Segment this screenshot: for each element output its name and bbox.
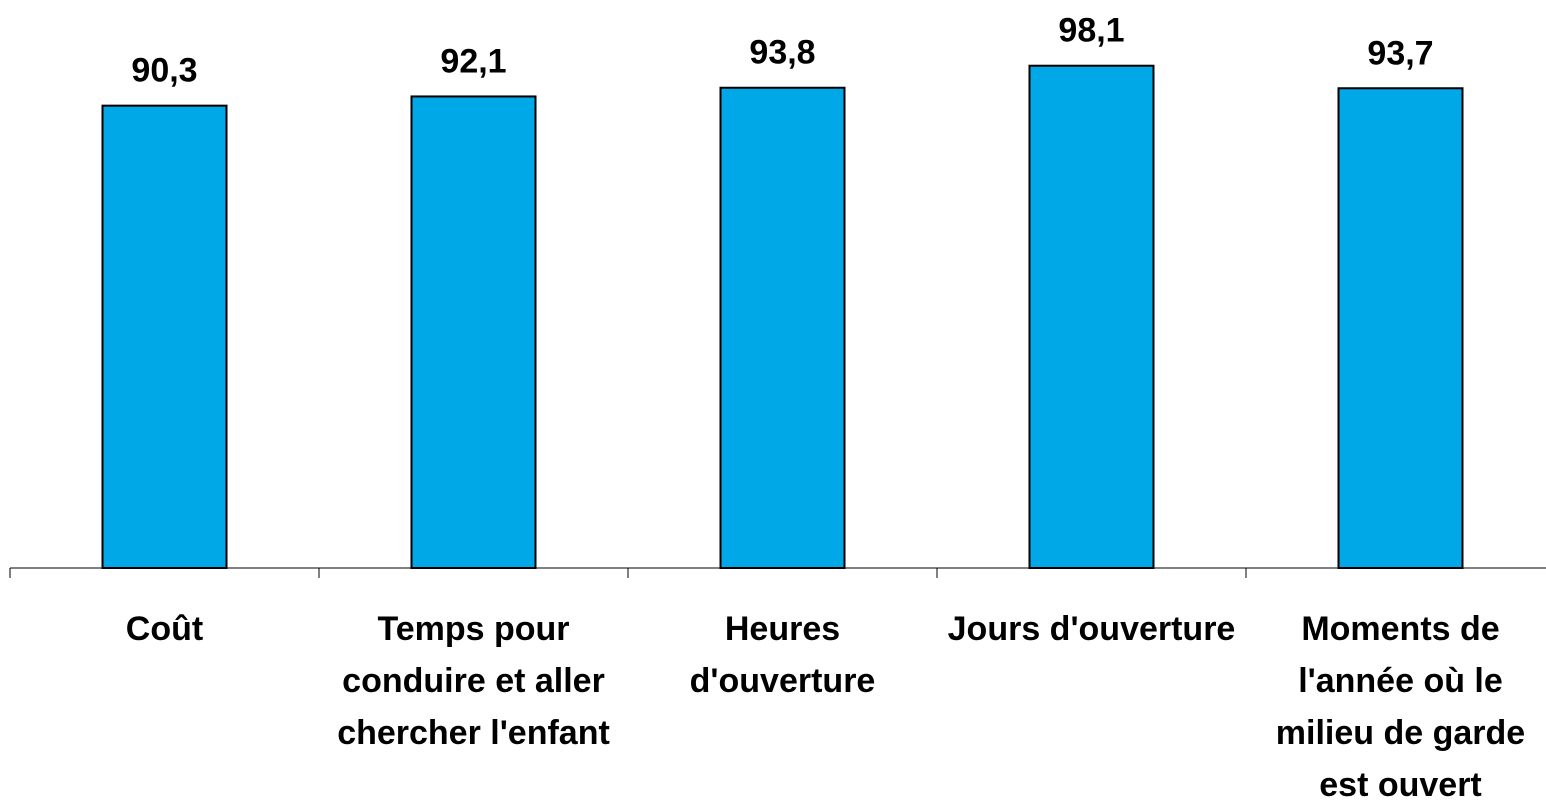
bar bbox=[101, 104, 228, 569]
value-label: 90,3 bbox=[131, 52, 197, 90]
bar bbox=[1028, 64, 1155, 569]
value-label: 92,1 bbox=[440, 42, 506, 80]
value-label: 93,7 bbox=[1367, 34, 1433, 72]
x-tick-label: Temps pour conduire et aller chercher l'… bbox=[337, 610, 610, 752]
value-label: 98,1 bbox=[1058, 12, 1124, 50]
x-tick-label: Heures d'ouverture bbox=[689, 610, 876, 700]
bar bbox=[719, 86, 846, 570]
bar bbox=[1337, 87, 1464, 569]
value-label: 93,8 bbox=[749, 34, 815, 72]
x-tick-label: Moments de l'année où le milieu de garde… bbox=[1275, 610, 1526, 801]
x-tick-label: Jours d'ouverture bbox=[947, 610, 1236, 648]
x-tick-label: Coût bbox=[125, 610, 204, 648]
bar bbox=[410, 95, 537, 569]
